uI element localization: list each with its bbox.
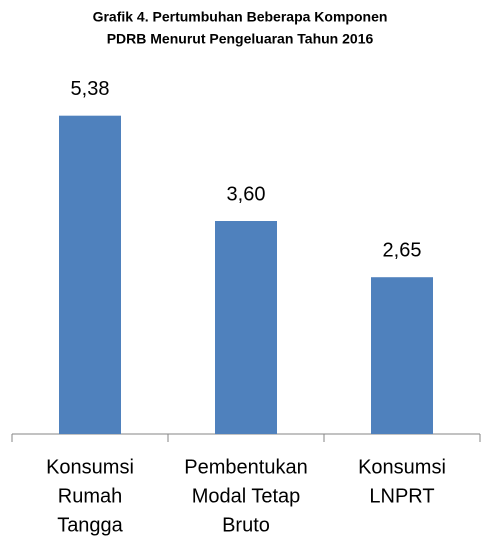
chart-title: Grafik 4. Pertumbuhan Beberapa Komponen [93,9,388,25]
x-tick-label: Konsumsi [358,456,446,478]
x-tick-label: Rumah [58,485,122,507]
data-label: 5,38 [71,78,110,100]
x-tick-label: Konsumsi [46,456,134,478]
bar [215,221,277,434]
data-label: 2,65 [383,239,422,261]
x-tick-label: Bruto [222,514,270,536]
x-tick-label: Modal Tetap [192,485,301,507]
x-tick-label: Pembentukan [184,456,307,478]
x-tick-label: Tangga [57,514,123,536]
bar [371,277,433,434]
bar [59,115,121,434]
chart-title: PDRB Menurut Pengeluaran Tahun 2016 [107,31,374,47]
data-label: 3,60 [227,183,266,205]
x-tick-label: LNPRT [369,485,434,507]
